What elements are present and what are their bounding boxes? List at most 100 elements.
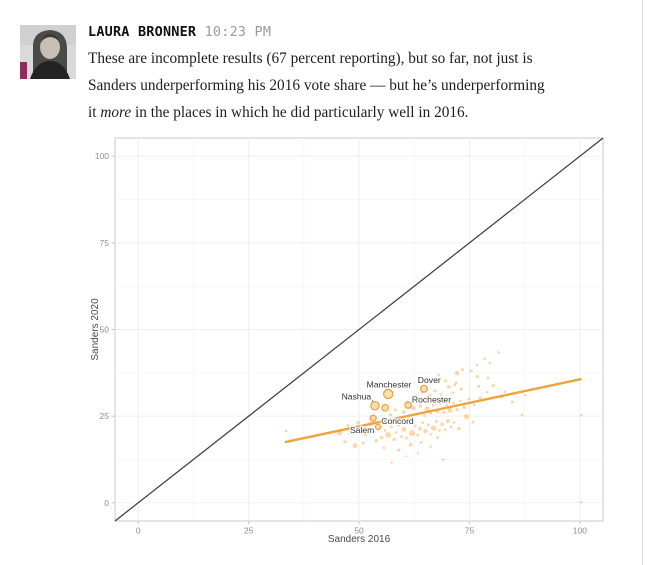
town-point	[407, 421, 412, 426]
x-axis-title: Sanders 2016	[328, 534, 391, 545]
town-point	[457, 426, 461, 431]
town-point	[431, 403, 435, 407]
town-point	[346, 424, 350, 427]
city-label-dover: Dover	[418, 375, 441, 385]
y-tick-label: 75	[100, 238, 110, 248]
town-point	[469, 369, 473, 373]
town-point	[284, 429, 288, 433]
city-label-rochester: Rochester	[412, 395, 451, 405]
x-tick-label: 0	[136, 526, 141, 536]
city-label-manchester: Manchester	[367, 379, 412, 389]
town-point	[445, 419, 450, 424]
town-point	[415, 412, 419, 416]
city-point-manchester	[383, 388, 394, 400]
town-point	[471, 420, 475, 424]
town-point	[475, 375, 480, 379]
town-point	[379, 435, 384, 440]
message-line: Sanders underperforming his 2016 vote sh…	[88, 77, 545, 94]
town-point	[418, 426, 422, 431]
town-point	[483, 357, 486, 361]
town-point	[372, 429, 376, 433]
town-point	[429, 432, 433, 436]
town-point	[348, 429, 355, 436]
town-point	[396, 422, 401, 427]
town-point	[394, 431, 398, 434]
town-point	[580, 500, 583, 504]
city-point-rochester	[404, 401, 412, 409]
town-point	[433, 389, 437, 393]
author-name: LAURA BRONNER	[88, 24, 197, 40]
town-point	[426, 423, 430, 427]
town-point	[388, 413, 393, 417]
town-point	[401, 426, 407, 432]
town-point	[523, 393, 527, 397]
town-point	[392, 437, 396, 441]
town-point	[389, 425, 393, 429]
town-point	[400, 435, 403, 438]
town-point	[497, 350, 501, 354]
city-label-concord: Concord	[381, 416, 414, 426]
town-point	[411, 405, 416, 411]
town-point	[401, 410, 406, 414]
town-point	[383, 428, 387, 432]
town-point	[477, 384, 481, 388]
town-point	[439, 393, 443, 397]
town-point	[443, 428, 447, 431]
town-point	[436, 436, 440, 440]
town-point	[463, 413, 469, 420]
post-message: These are incomplete results (67 percent…	[88, 45, 640, 126]
town-point	[359, 426, 362, 429]
avatar-face	[40, 35, 60, 59]
town-point	[475, 363, 479, 367]
town-point	[363, 432, 368, 437]
town-point	[352, 443, 358, 449]
town-point	[485, 390, 489, 394]
town-point	[429, 411, 433, 415]
town-point	[423, 414, 426, 417]
town-point	[421, 421, 425, 425]
town-point	[455, 407, 459, 412]
town-point	[500, 396, 504, 399]
post-timestamp: 10:23 PM	[204, 24, 272, 40]
town-point	[441, 458, 445, 461]
town-point	[356, 420, 360, 425]
town-point	[435, 409, 440, 414]
town-point	[361, 441, 365, 445]
town-point	[459, 387, 463, 391]
town-point	[413, 424, 417, 428]
town-point	[458, 399, 462, 403]
trend-line	[284, 377, 582, 444]
town-point	[486, 376, 490, 380]
town-point	[442, 410, 446, 415]
town-point	[503, 390, 507, 394]
town-point	[343, 440, 347, 444]
city-point-concord	[369, 414, 377, 422]
town-point-ringed	[381, 403, 389, 412]
town-point	[368, 421, 373, 426]
town-point	[419, 441, 423, 444]
town-point	[467, 397, 471, 401]
town-point	[416, 452, 419, 455]
town-point	[462, 405, 466, 409]
town-point	[437, 373, 440, 377]
avatar-magenta-accent	[20, 62, 27, 79]
city-label-salem: Salem	[350, 425, 374, 435]
x-tick-label: 25	[244, 526, 254, 536]
town-point	[454, 381, 458, 385]
town-point	[434, 420, 438, 424]
y-tick-label: 25	[100, 411, 110, 421]
town-point	[408, 442, 413, 447]
town-point	[374, 439, 378, 443]
town-point	[409, 430, 416, 437]
town-point	[488, 361, 492, 365]
town-point	[447, 407, 453, 413]
town-point	[449, 425, 453, 429]
message-line: These are incomplete results (67 percent…	[88, 50, 533, 67]
town-point	[414, 394, 418, 398]
town-point	[418, 404, 423, 408]
message-line: it more in the places in which he did pa…	[88, 104, 469, 121]
byline: LAURA BRONNER 10:23 PM	[88, 24, 271, 40]
town-point	[430, 425, 437, 431]
town-point	[445, 404, 449, 407]
